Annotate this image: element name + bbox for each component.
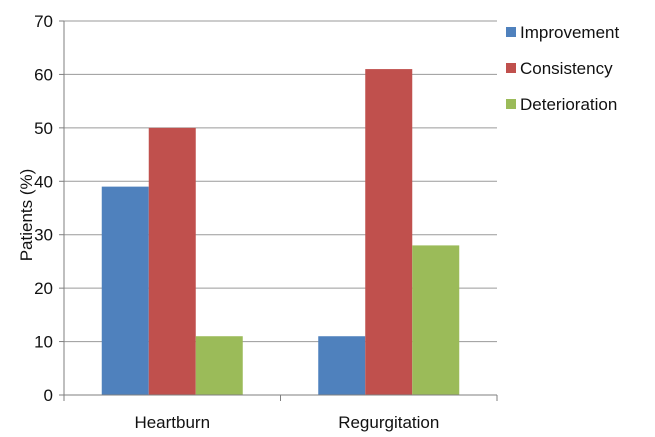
legend: Improvement Consistency Deterioration bbox=[506, 23, 619, 114]
y-tick-label: 20 bbox=[34, 279, 53, 298]
legend-label: Consistency bbox=[520, 59, 613, 78]
legend-swatch bbox=[506, 63, 516, 73]
y-tick-label: 50 bbox=[34, 119, 53, 138]
bars bbox=[101, 69, 460, 395]
y-axis-title: Patients (%) bbox=[17, 169, 36, 262]
y-tick-label: 0 bbox=[44, 386, 53, 405]
bar-deterioration-regurgitation bbox=[412, 245, 460, 395]
x-category-label: Regurgitation bbox=[338, 413, 439, 432]
bar-improvement-heartburn bbox=[101, 186, 149, 395]
legend-swatch bbox=[506, 99, 516, 109]
bar-consistency-regurgitation bbox=[365, 69, 413, 395]
legend-label: Improvement bbox=[520, 23, 619, 42]
y-tick-label: 30 bbox=[34, 226, 53, 245]
x-category-label: Heartburn bbox=[134, 413, 210, 432]
y-tick-label: 10 bbox=[34, 333, 53, 352]
y-tick-label: 70 bbox=[34, 12, 53, 31]
bar-deterioration-heartburn bbox=[195, 336, 243, 395]
bar-consistency-heartburn bbox=[148, 127, 196, 395]
legend-swatch bbox=[506, 27, 516, 37]
y-tick-label: 40 bbox=[34, 172, 53, 191]
y-tick-label: 60 bbox=[34, 65, 53, 84]
legend-label: Deterioration bbox=[520, 95, 617, 114]
axes: 0 10 20 30 40 50 60 70 Heartburn Regurgitation bbox=[34, 12, 498, 432]
bar-improvement-regurgitation bbox=[318, 336, 366, 395]
